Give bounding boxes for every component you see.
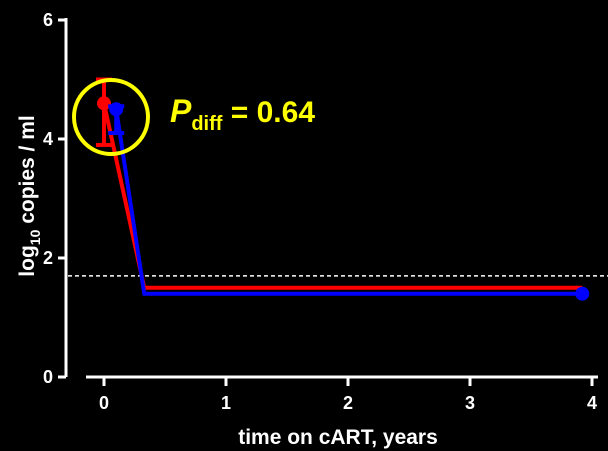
y-tick-label: 2: [43, 248, 53, 268]
series-line-1: [114, 108, 583, 296]
y-axis-title: log10 copies / ml: [16, 115, 43, 276]
y-ticks: 0 2 4 6: [43, 10, 66, 387]
x-tick-label: 1: [221, 393, 231, 413]
series-group: [96, 77, 590, 301]
series-line-0: [102, 102, 583, 290]
p-letter: P: [170, 93, 192, 129]
x-ticks: 0 1 2 3 4: [99, 377, 597, 413]
p-value: = 0.64: [222, 96, 315, 129]
data-point-1: [109, 102, 124, 117]
highlight-circle: [72, 78, 150, 156]
y-axis-title-rest: copies / ml: [16, 115, 39, 229]
x-tick-label: 2: [343, 393, 353, 413]
x-tick-label: 0: [99, 393, 109, 413]
data-point-end-1: [575, 286, 590, 301]
y-tick-label: 4: [43, 129, 53, 149]
y-tick-label: 6: [43, 10, 53, 30]
p-subscript: diff: [191, 113, 222, 135]
y-axis-title-sub: 10: [27, 229, 43, 245]
data-point-0: [97, 96, 111, 111]
y-axis-title-main: log: [16, 245, 39, 277]
y-tick-label: 0: [43, 367, 53, 387]
p-diff-annotation: Pdiff = 0.64: [170, 93, 315, 135]
x-tick-label: 4: [587, 393, 597, 413]
x-axis-title: time on cART, years: [238, 426, 438, 449]
x-tick-label: 3: [465, 393, 475, 413]
